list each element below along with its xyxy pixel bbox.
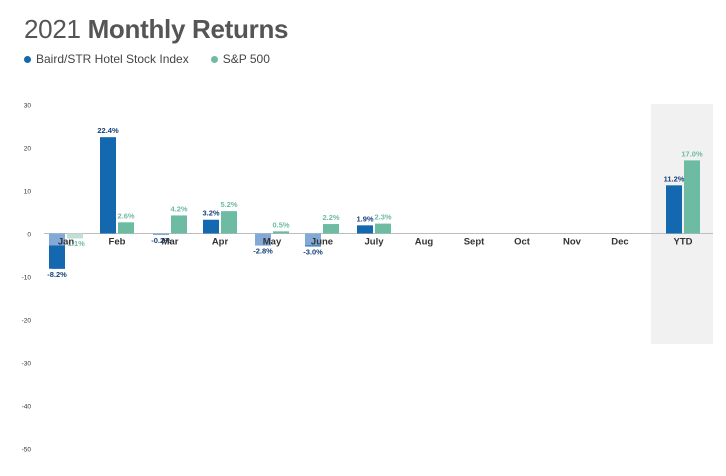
data-label: 17.0% (681, 149, 703, 158)
x-category-label: June (311, 237, 333, 248)
y-tick-label: 0 (27, 232, 31, 239)
data-label: -0.2% (151, 236, 171, 245)
x-category-label: Sept (464, 237, 485, 248)
bar-highlight-baird (255, 233, 271, 246)
legend-dot-sp500 (210, 55, 218, 63)
bar-baird-neg (308, 245, 321, 247)
y-tick-label: 20 (24, 146, 32, 153)
bar-baird (100, 137, 116, 234)
legend-label-sp500: S&P 500 (222, 52, 270, 66)
x-category-label: Oct (514, 237, 531, 248)
bar-highlight-baird (153, 233, 169, 235)
x-category-label: Aug (415, 237, 434, 248)
data-label: 11.2% (664, 174, 685, 183)
x-category-label: YTD (674, 237, 693, 248)
chart-title-main: Monthly Returns (87, 14, 289, 44)
data-label: -8.2% (47, 270, 67, 279)
x-category-label: Feb (109, 237, 126, 248)
bar-sp500 (375, 223, 391, 234)
chart-title-year: 2021 (24, 14, 81, 44)
bar-sp500 (684, 160, 700, 234)
bar-baird (666, 185, 682, 234)
bar-sp500 (323, 224, 339, 234)
data-label: 4.2% (170, 204, 187, 213)
data-label: 3.2% (202, 209, 219, 218)
data-label: 1.9% (356, 214, 373, 223)
x-category-label: May (263, 237, 282, 248)
bar-sp500 (273, 231, 289, 234)
data-label: -1.1% (65, 239, 85, 248)
data-label: 0.5% (272, 220, 289, 229)
y-tick-label: -30 (22, 361, 32, 368)
legend-item-sp500: S&P 500 (210, 52, 270, 66)
y-tick-label: 30 (24, 103, 32, 110)
bar-sp500 (171, 215, 187, 234)
y-tick-label: -10 (22, 275, 32, 282)
x-category-label: Nov (563, 237, 582, 248)
y-tick-label: -50 (22, 447, 32, 454)
bar-highlight-baird (49, 233, 65, 246)
x-category-label: Dec (611, 237, 628, 248)
y-tick-label: -20 (22, 318, 32, 325)
bar-sp500 (118, 222, 134, 234)
data-label: -2.8% (253, 247, 273, 256)
data-label: 22.4% (97, 126, 119, 135)
x-category-label: Jan (58, 237, 75, 248)
data-label: -3.0% (303, 247, 323, 256)
y-tick-label: 10 (24, 189, 32, 196)
bar-baird-neg (52, 245, 65, 269)
data-label: 2.6% (117, 211, 134, 220)
data-label: 2.2% (322, 213, 339, 222)
y-tick-label: -40 (22, 404, 32, 411)
data-label: 2.3% (374, 213, 391, 222)
bar-highlight-baird (305, 233, 321, 246)
bar-baird (357, 225, 373, 234)
x-category-label: Mar (162, 237, 179, 248)
data-label: 5.2% (220, 200, 237, 209)
x-category-label: Apr (212, 237, 229, 248)
legend-item-baird: Baird/STR Hotel Stock Index (24, 52, 189, 66)
chart-legend: Baird/STR Hotel Stock Index S&P 500 (24, 52, 270, 66)
bar-baird (203, 219, 219, 234)
legend-dot-baird (24, 55, 31, 63)
legend-label-baird: Baird/STR Hotel Stock Index (36, 52, 189, 66)
chart-title: 2021 Monthly Returns (24, 14, 288, 45)
x-category-label: July (364, 237, 384, 248)
bar-highlight-sp500 (67, 233, 83, 239)
bar-sp500 (221, 211, 237, 234)
